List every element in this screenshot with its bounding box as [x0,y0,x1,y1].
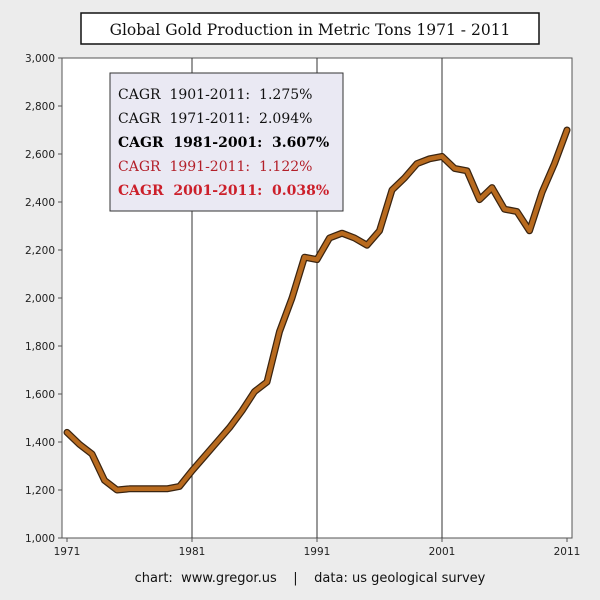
chart-footer: chart: www.gregor.us | data: us geologic… [135,571,486,586]
series-line-group [63,126,571,494]
title-box [80,12,540,45]
y-tick-label: 1,200 [25,485,55,497]
cagr-annotation-3: CAGR 1981-2001: 3.607% [118,135,329,151]
cagr-annotation-5: CAGR 2001-2011: 0.038% [118,183,329,199]
cagr-annotation-2: CAGR 1971-2011: 2.094% [118,111,312,127]
cagr-annotation-1: CAGR 1901-2011: 1.275% [118,87,312,103]
y-axis: 1,000 1,200 1,400 1,600 1,800 2,000 2,200 2,400… [25,53,62,545]
x-tick-label: 2011 [554,546,581,558]
y-tick-label: 2,400 [25,197,55,209]
x-tick-label: 1981 [179,546,206,558]
x-axis: 1971 1981 1991 2001 2011 [54,538,581,558]
x-tick-label: 1991 [304,546,331,558]
series-line [64,127,570,493]
cagr-annotation-box [109,72,344,212]
y-tick-label: 2,000 [25,293,55,305]
y-tick-label: 2,200 [25,245,55,257]
cagr-annotation-4: CAGR 1991-2011: 1.122% [118,159,312,175]
y-tick-label: 1,800 [25,341,55,353]
y-tick-label: 1,000 [25,533,55,545]
x-tick-label: 2001 [429,546,456,558]
y-tick-label: 1,400 [25,437,55,449]
chart-title: Global Gold Production in Metric Tons 19… [110,21,511,39]
y-tick-label: 2,800 [25,101,55,113]
y-tick-label: 3,000 [25,53,55,65]
x-tick-label: 1971 [54,546,81,558]
y-tick-label: 2,600 [25,149,55,161]
y-tick-label: 1,600 [25,389,55,401]
